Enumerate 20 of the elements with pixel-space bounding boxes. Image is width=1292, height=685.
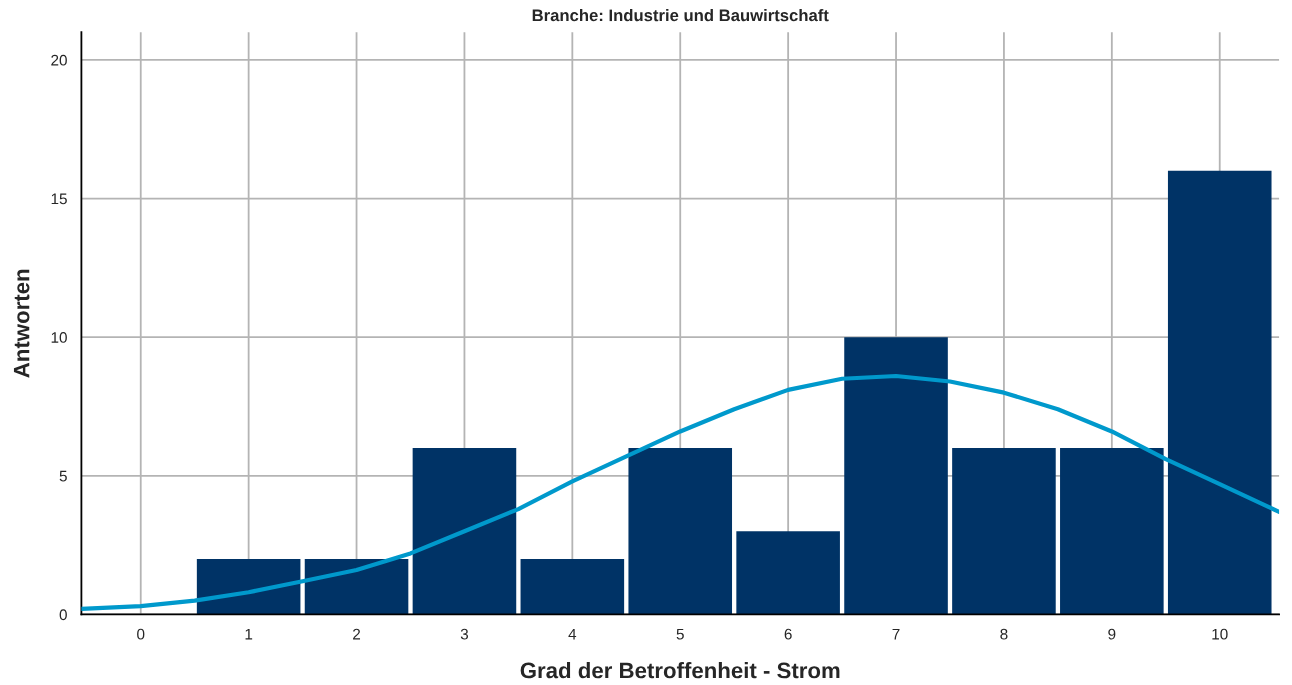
chart-title: Branche: Industrie und Bauwirtschaft bbox=[532, 9, 829, 22]
x-tick-label: 4 bbox=[568, 628, 577, 640]
y-tick-label: 10 bbox=[51, 332, 67, 343]
y-tick-label: 0 bbox=[59, 609, 67, 621]
x-tick-label: 8 bbox=[1000, 628, 1008, 640]
x-axis-title: Grad der Betroffenheit - Strom bbox=[520, 662, 840, 679]
y-tick-label: 20 bbox=[51, 54, 67, 66]
line-series bbox=[81, 373, 1280, 611]
x-tick-label: 10 bbox=[1212, 628, 1228, 640]
x-tick-label: 1 bbox=[245, 628, 253, 640]
x-tick-label: 9 bbox=[1108, 628, 1116, 640]
x-tick-label: 2 bbox=[353, 628, 361, 640]
y-tick-label: 5 bbox=[59, 470, 67, 482]
x-tick-label: 3 bbox=[460, 628, 469, 640]
x-tick-label: 0 bbox=[137, 628, 145, 640]
x-tick-label: 5 bbox=[676, 628, 684, 640]
x-tick-label: 6 bbox=[784, 628, 792, 640]
y-tick-label: 15 bbox=[51, 193, 67, 205]
y-axis-title: Antworten bbox=[13, 269, 30, 378]
x-tick-label: 7 bbox=[892, 628, 900, 640]
